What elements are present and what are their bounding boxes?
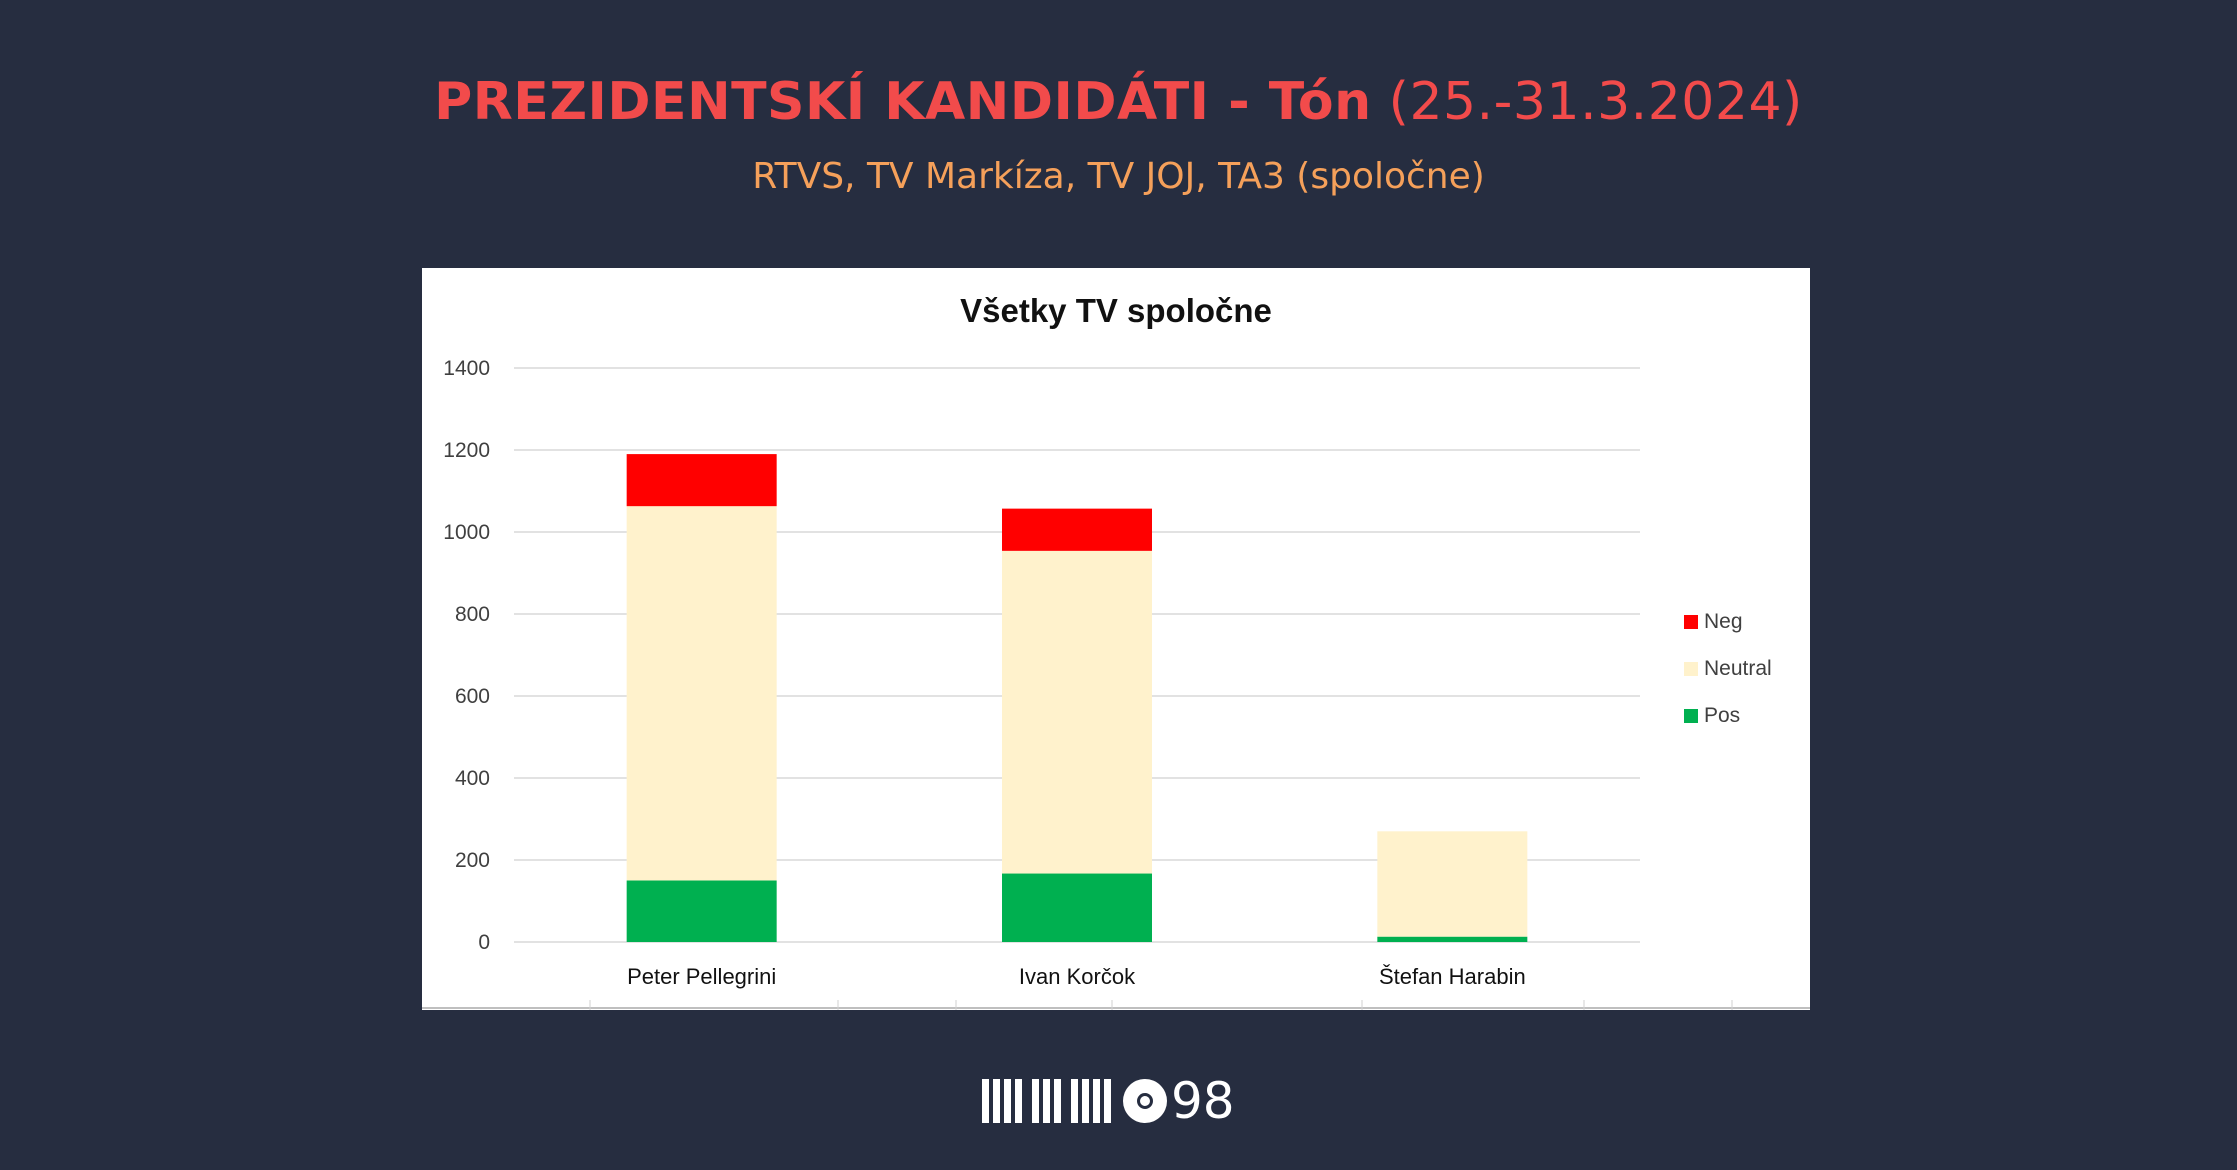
y-axis-ticks: 0 200 400 600 800 1000 1200 1400 (443, 357, 490, 954)
bar-segment-pos (1002, 873, 1152, 942)
memo98-logo: 98 (982, 1075, 1235, 1127)
panel-bottom-edge (422, 1000, 1810, 1010)
bar-segment-neutral (1002, 550, 1152, 874)
page-title-dates: (25.-31.3.2024) (1388, 72, 1803, 132)
y-tick-label: 1200 (443, 439, 490, 462)
bar-segment-neg (626, 454, 777, 507)
logo-mark (982, 1079, 1121, 1123)
bars (626, 454, 1528, 942)
x-category-label: Ivan Korčok (1019, 964, 1136, 989)
page-subtitle: RTVS, TV Markíza, TV JOJ, TA3 (spoločne) (752, 156, 1485, 197)
legend-label-pos: Pos (1704, 704, 1740, 727)
legend-swatch-neutral (1684, 662, 1698, 676)
logo-disc-icon (1123, 1079, 1167, 1123)
legend-label-neutral: Neutral (1704, 657, 1772, 680)
bar-segment-neg (1002, 508, 1152, 551)
y-tick-label: 800 (455, 603, 490, 626)
y-tick-label: 200 (455, 849, 490, 872)
page-title: PREZIDENTSKÍ KANDIDÁTI - Tón (25.-31.3.2… (0, 72, 2237, 132)
y-tick-label: 1000 (443, 521, 490, 544)
x-category-label: Štefan Harabin (1379, 964, 1526, 989)
bar-segment-pos (1377, 936, 1528, 942)
chart-panel: Všetky TV spoločne 0 200 400 600 800 1000 1200… (422, 268, 1810, 1010)
stacked-bar-chart: Všetky TV spoločne 0 200 400 600 800 1000 1200… (422, 292, 1810, 1010)
bar-segment-pos (626, 880, 777, 942)
legend-label-neg: Neg (1704, 610, 1743, 633)
y-tick-label: 1400 (443, 357, 490, 380)
logo-number: 98 (1171, 1072, 1235, 1130)
bar-segment-neutral (1377, 831, 1528, 937)
y-tick-label: 400 (455, 767, 490, 790)
y-tick-label: 0 (478, 931, 490, 954)
chart-title: Všetky TV spoločne (960, 292, 1272, 329)
legend-swatch-neg (1684, 615, 1698, 629)
page-title-main: PREZIDENTSKÍ KANDIDÁTI - Tón (434, 72, 1372, 132)
x-axis-labels: Peter Pellegrini Ivan Korčok Štefan Harabi… (627, 964, 1526, 989)
legend-swatch-pos (1684, 709, 1698, 723)
y-tick-label: 600 (455, 685, 490, 708)
x-category-label: Peter Pellegrini (627, 964, 776, 989)
bar-segment-neutral (626, 506, 777, 881)
legend: Neg Neutral Pos (1684, 610, 1772, 727)
